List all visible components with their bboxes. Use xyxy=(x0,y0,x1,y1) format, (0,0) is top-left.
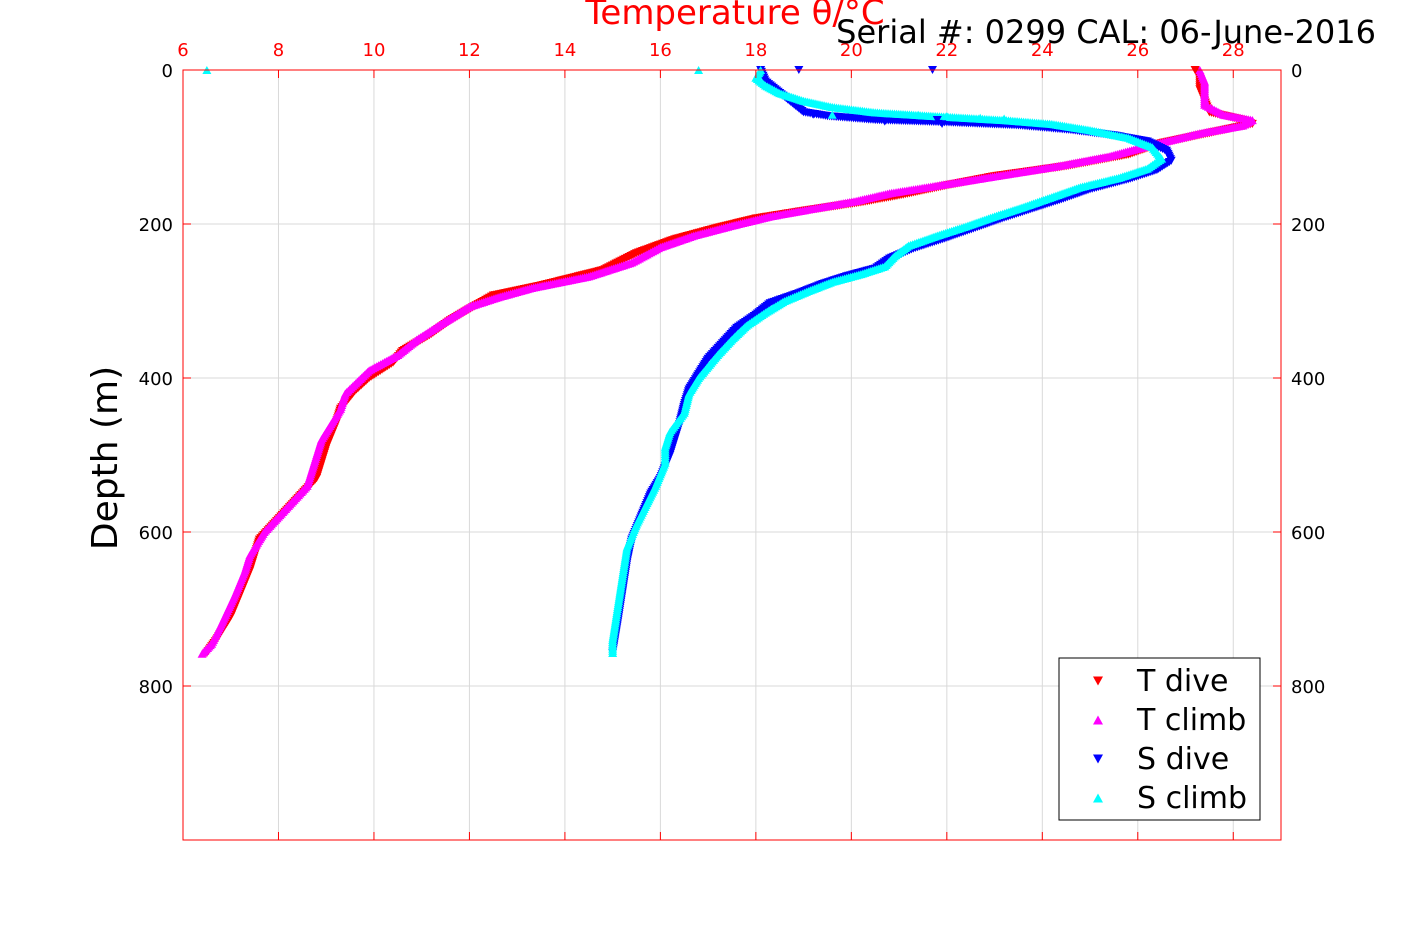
x-tick-label: 26 xyxy=(1126,40,1149,61)
legend: T dive T climb S dive S climb xyxy=(1058,657,1261,821)
x-tick-label: 22 xyxy=(935,40,958,61)
data-point xyxy=(937,119,947,128)
legend-label: T climb xyxy=(1136,703,1246,738)
x-tick-label: 12 xyxy=(458,40,481,61)
x-tick-label: 18 xyxy=(744,40,767,61)
data-point xyxy=(808,110,818,119)
x-tick-label: 20 xyxy=(840,40,863,61)
serial-cal-label: Serial #: 0299 CAL: 06-June-2016 xyxy=(836,13,1376,51)
data-series xyxy=(197,65,1257,658)
x-tick-label: 16 xyxy=(649,40,672,61)
data-point xyxy=(197,649,207,658)
y-tick-label-right: 400 xyxy=(1291,369,1325,390)
y-tick-label-left: 400 xyxy=(139,369,173,390)
data-point xyxy=(975,113,985,122)
plot-frame xyxy=(182,69,1282,841)
data-point xyxy=(827,110,837,119)
y-tick-label-right: 0 xyxy=(1291,61,1302,82)
ticks: 6 8 10 12 14 16 18 20 22 24 26 28 0 0 200 200 400 400 600 6… xyxy=(139,40,1325,840)
data-point xyxy=(932,116,942,125)
y-tick-label-left: 0 xyxy=(162,61,173,82)
legend-items: T dive T climb S dive S climb xyxy=(1093,664,1247,816)
x-tick-label: 8 xyxy=(273,40,284,61)
series-t-climb xyxy=(197,65,1257,658)
legend-label: S dive xyxy=(1137,742,1229,777)
y-tick-label-left: 600 xyxy=(139,523,173,544)
legend-label: S climb xyxy=(1137,781,1247,816)
y-tick-label-right: 800 xyxy=(1291,677,1325,698)
y-tick-label-right: 200 xyxy=(1291,215,1325,236)
y-tick-label-right: 600 xyxy=(1291,523,1325,544)
series-s-climb xyxy=(608,65,1167,657)
legend-marker xyxy=(1093,715,1103,725)
legend-marker xyxy=(1093,793,1103,803)
legend-marker xyxy=(1093,676,1103,686)
data-point xyxy=(608,648,618,657)
legend-label: T dive xyxy=(1136,664,1228,699)
legend-marker xyxy=(1093,754,1103,764)
x-tick-label: 10 xyxy=(363,40,386,61)
y-tick-label-left: 200 xyxy=(139,215,173,236)
data-point xyxy=(913,110,923,119)
x-tick-label: 28 xyxy=(1222,40,1245,61)
legend-box xyxy=(1058,657,1261,821)
chart-title: Temperature θ/°C xyxy=(584,0,884,33)
x-tick-label: 6 xyxy=(177,40,188,61)
y-tick-label-left: 800 xyxy=(139,677,173,698)
data-point xyxy=(999,114,1009,123)
data-point xyxy=(880,117,890,126)
x-tick-label: 14 xyxy=(553,40,576,61)
data-point xyxy=(942,112,952,121)
series-s-dive xyxy=(608,65,1176,657)
y-axis-label: Depth (m) xyxy=(85,366,126,550)
x-tick-label: 24 xyxy=(1031,40,1054,61)
